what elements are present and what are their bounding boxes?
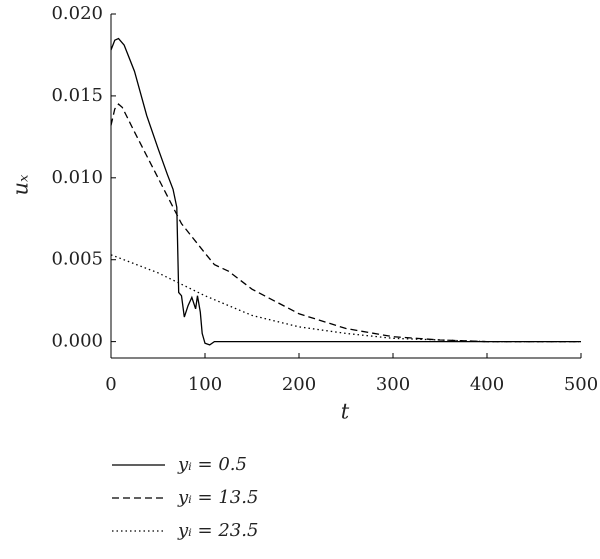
legend-label: yᵢ = 23.5 — [177, 520, 258, 541]
legend-label: yᵢ = 0.5 — [177, 454, 247, 475]
y-axis-label: uₓ — [9, 174, 33, 196]
x-tick-label: 100 — [188, 374, 222, 395]
y-tick-label: 0.000 — [51, 331, 103, 352]
y-tick-label: 0.010 — [51, 167, 103, 188]
y-tick-label: 0.020 — [51, 3, 103, 24]
series-line — [110, 254, 581, 343]
x-tick-label: 0 — [105, 374, 116, 395]
series-line — [110, 103, 581, 343]
legend-label: yᵢ = 13.5 — [177, 487, 258, 508]
x-tick-label: 300 — [376, 374, 410, 395]
y-tick-label: 0.015 — [51, 85, 103, 106]
x-tick-label: 500 — [564, 374, 598, 395]
x-tick-label: 400 — [470, 374, 504, 395]
x-axis-label: t — [341, 400, 350, 424]
x-tick-label: 200 — [282, 374, 316, 395]
y-tick-label: 0.005 — [51, 249, 103, 270]
series-line — [110, 37, 581, 346]
